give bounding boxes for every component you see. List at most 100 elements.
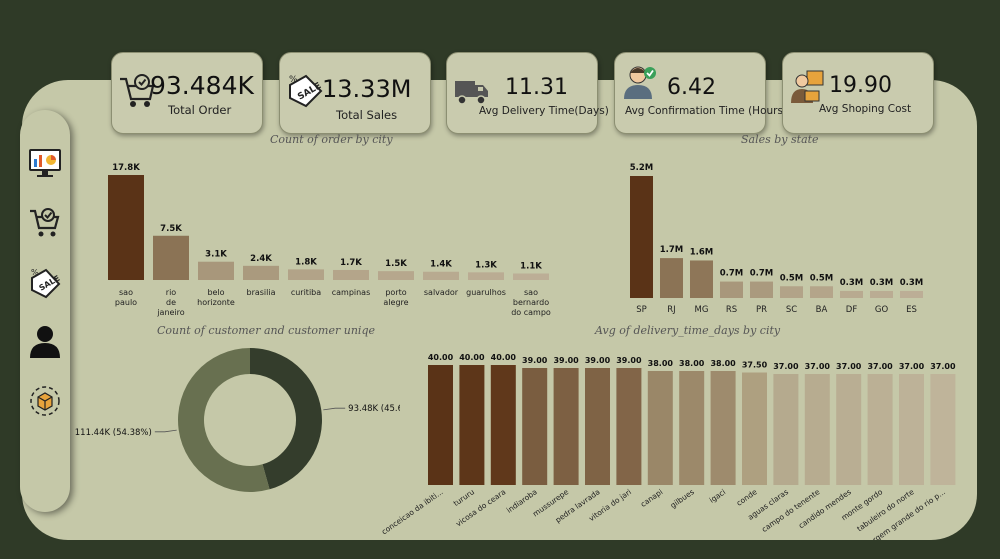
bar-4 — [750, 281, 773, 298]
bar-2 — [690, 260, 713, 298]
sale-tag-icon[interactable]: SALE % — [28, 266, 62, 300]
data-label-7: 38.00 — [648, 359, 674, 368]
data-label-7: 0.3M — [840, 278, 864, 288]
bar-8 — [468, 272, 504, 280]
bar-6 — [616, 368, 642, 485]
svg-text:%: % — [289, 75, 298, 85]
data-label-3: 39.00 — [522, 356, 548, 365]
delivery-box-icon[interactable] — [28, 384, 62, 418]
bar-4 — [288, 269, 324, 280]
bar-8 — [679, 371, 705, 485]
data-label-0: 5.2M — [630, 163, 654, 173]
data-label-14: 37.00 — [867, 362, 893, 371]
category-label-6: alegre — [383, 298, 408, 307]
bar-5 — [585, 368, 610, 485]
data-label-8: 0.3M — [870, 278, 894, 288]
data-label-9: 1.1K — [520, 262, 542, 272]
data-label-1: 1.7M — [660, 245, 684, 255]
bar-7 — [840, 290, 863, 298]
bar-13 — [836, 374, 862, 485]
sale-tag-icon: SALE % — [289, 74, 323, 108]
bar-1 — [660, 258, 683, 298]
data-label-9: 38.00 — [710, 359, 736, 368]
kpi-avg-delivery-time: 11.31 Avg Delivery Time(Days) — [446, 52, 609, 134]
category-label-8: gilbues — [669, 487, 696, 510]
donut-slice-0 — [250, 348, 322, 490]
data-label-12: 37.00 — [805, 362, 831, 371]
bar-8 — [870, 290, 893, 298]
bar-9 — [513, 273, 549, 280]
data-label-2: 40.00 — [491, 353, 517, 362]
data-label-11: 37.00 — [773, 362, 799, 371]
bar-14 — [867, 374, 893, 485]
category-label-0: sao — [119, 288, 133, 297]
delivery-truck-icon — [455, 81, 488, 105]
data-label-5: 1.7K — [340, 258, 362, 268]
category-label-9: ES — [906, 305, 917, 315]
category-label-1: rio — [166, 288, 177, 297]
kpi-value: 13.33M — [322, 75, 412, 103]
kpi-value: 11.31 — [505, 75, 568, 100]
data-label-7: 1.4K — [430, 260, 452, 270]
data-label-3: 2.4K — [250, 254, 272, 264]
bar-7 — [423, 271, 459, 280]
kpi-label: Total Order — [168, 103, 232, 117]
data-label-16: 37.00 — [930, 362, 956, 371]
category-label-9: do campo — [511, 308, 551, 317]
data-label-4: 1.8K — [295, 257, 317, 267]
dashboard-monitor-icon[interactable] — [28, 146, 62, 180]
data-label-0: 17.8K — [112, 163, 140, 173]
shopping-person-icon — [791, 70, 824, 103]
category-label-8: GO — [875, 305, 889, 315]
kpi-avg-shopping-cost: 19.90 Avg Shoping Cost — [782, 52, 934, 134]
data-label-10: 37.50 — [742, 361, 768, 370]
category-label-7: DF — [846, 305, 858, 315]
category-label-3: RS — [726, 305, 737, 315]
kpi-value: 19.90 — [829, 73, 892, 98]
bar-3 — [243, 265, 279, 280]
user-icon[interactable] — [28, 324, 62, 358]
sidebar: SALE % — [20, 110, 70, 512]
category-label-10: conde — [735, 487, 759, 508]
kpi-label: Avg Confirmation Time (Hours) — [625, 105, 788, 117]
cart-check-icon[interactable] — [28, 206, 62, 240]
data-label-6: 1.5K — [385, 259, 407, 269]
kpi-label: Avg Delivery Time(Days) — [479, 105, 609, 117]
bar-9 — [710, 371, 736, 485]
data-label-9: 0.3M — [900, 278, 924, 288]
data-label-0: 40.00 — [428, 353, 454, 362]
svg-text:%: % — [31, 268, 39, 277]
bar-6 — [378, 271, 414, 280]
category-label-6: porto — [385, 288, 406, 297]
data-label-13: 37.00 — [836, 362, 862, 371]
data-label-8: 38.00 — [679, 359, 705, 368]
kpi-label: Avg Shoping Cost — [819, 103, 912, 115]
category-label-9: bernardo — [513, 298, 549, 307]
data-label-2: 1.6M — [690, 247, 714, 257]
category-label-7: salvador — [424, 288, 459, 297]
data-label-3: 0.7M — [720, 269, 744, 279]
category-label-2: horizonte — [197, 298, 235, 307]
bar-6 — [810, 286, 833, 298]
category-label-1: tururu — [452, 487, 477, 508]
category-label-2: MG — [695, 305, 709, 315]
kpi-value: 93.484K — [150, 71, 254, 100]
kpi-total-order: 93.484K Total Order — [111, 52, 263, 134]
category-label-0: SP — [636, 305, 647, 315]
chart-title-orders-by-city: Count of order by city — [270, 133, 393, 146]
bar-5 — [780, 286, 803, 298]
data-label-8: 1.3K — [475, 260, 497, 270]
data-label-6: 0.5M — [810, 273, 834, 283]
donut-label-1: 111.44K (54.38%) — [75, 428, 152, 438]
bar-15 — [899, 374, 924, 485]
bar-0 — [630, 176, 653, 298]
kpi-label: Total Sales — [336, 108, 398, 122]
orders-by-city-chart: 17.8Ksaopaulo7.5Kriodejaneiro3.1Kbelohor… — [108, 163, 551, 317]
bar-1 — [459, 365, 485, 485]
data-label-2: 3.1K — [205, 250, 227, 260]
kpi-value: 6.42 — [667, 75, 716, 100]
bar-3 — [720, 281, 743, 298]
category-label-3: brasilia — [246, 288, 275, 297]
bar-12 — [804, 374, 830, 485]
cart-check-icon — [120, 74, 155, 107]
